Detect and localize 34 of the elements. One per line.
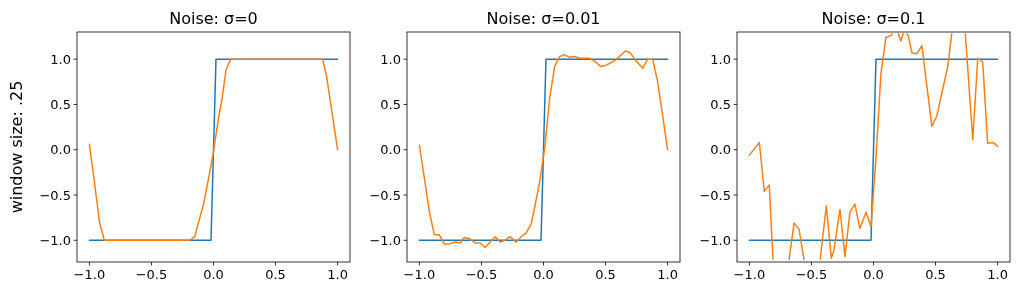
y-tick-label: −1.0	[699, 232, 731, 248]
y-tick-label: 0.5	[50, 96, 71, 112]
x-tick-label: 0.0	[863, 267, 884, 282]
y-tick-label: 1.0	[50, 51, 71, 67]
x-tick-label: 0.0	[203, 267, 224, 282]
chart-title: Noise: σ=0.1	[821, 9, 926, 28]
x-tick-label: 0.5	[595, 267, 616, 282]
chart-title: Noise: σ=0.01	[486, 9, 601, 28]
chart-title: Noise: σ=0	[169, 9, 258, 28]
x-tick-label: 1.0	[987, 267, 1008, 282]
y-tick-label: 0.5	[380, 96, 401, 112]
y-tick-label: −0.5	[39, 187, 71, 203]
x-tick-label: 0.5	[925, 267, 946, 282]
x-tick-label: 0.0	[533, 267, 554, 282]
x-tick-label: 0.5	[265, 267, 286, 282]
y-tick-label: −1.0	[369, 232, 401, 248]
x-tick-label: −0.5	[795, 267, 828, 282]
y-tick-label: 0.0	[710, 142, 731, 158]
x-tick-label: 1.0	[327, 267, 348, 282]
y-axis-title: window size: .25	[7, 80, 26, 214]
y-tick-label: −0.5	[699, 187, 731, 203]
x-tick-label: −0.5	[135, 267, 168, 282]
x-tick-label: −1.0	[73, 267, 106, 282]
x-tick-label: −0.5	[465, 267, 498, 282]
x-tick-label: −1.0	[403, 267, 436, 282]
y-tick-label: −1.0	[39, 232, 71, 248]
y-tick-label: 0.5	[710, 96, 731, 112]
y-tick-label: 0.0	[50, 142, 71, 158]
x-tick-label: −1.0	[733, 267, 766, 282]
y-tick-label: 0.0	[380, 142, 401, 158]
x-tick-label: 1.0	[657, 267, 678, 282]
y-tick-label: 1.0	[710, 51, 731, 67]
y-tick-label: 1.0	[380, 51, 401, 67]
y-tick-label: −0.5	[369, 187, 401, 203]
